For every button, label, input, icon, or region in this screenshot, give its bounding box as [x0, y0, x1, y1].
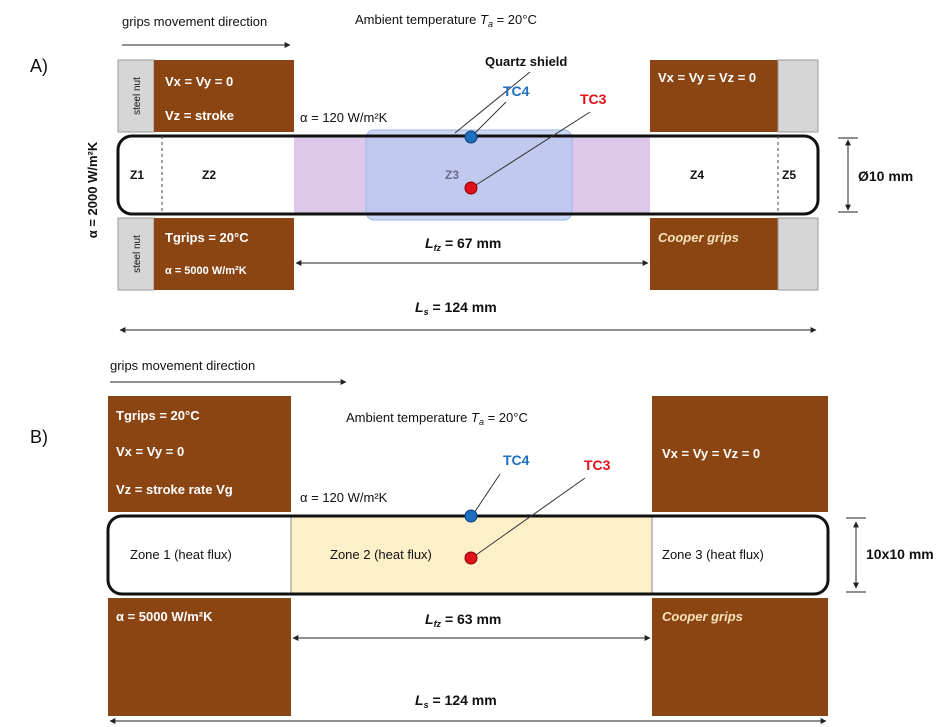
panel-a-grip-bottom-left: [154, 218, 294, 290]
panel-a-grip-tr-line1: Vx = Vy = Vz = 0: [658, 70, 756, 85]
panel-a-lfz-label: Lfz = 67 mm: [425, 235, 501, 253]
panel-a-steel-nut-bottom: [117, 217, 155, 291]
panel-a-grips-direction: grips movement direction: [122, 14, 267, 29]
panel-a-quartz-shield: [365, 129, 573, 221]
panel-b-section-label: 10x10 mm: [866, 546, 934, 562]
panel-b-grip-bottom-right: [652, 598, 828, 716]
panel-b-ls-text: = 124 mm: [429, 692, 497, 708]
panel-a-label: A): [30, 56, 48, 76]
panel-b-grip-bottom-left: [108, 598, 291, 716]
panel-a-ls-label: Ls = 124 mm: [415, 299, 497, 317]
panel-a-grip-bl-line1: Tgrips = 20°C: [165, 230, 249, 245]
panel-a-quartz-shield-label: Quartz shield: [485, 54, 567, 69]
panel-b-tc4-leader: [473, 473, 501, 514]
panel-b-grip-tr-line1: Vx = Vy = Vz = 0: [662, 446, 760, 461]
panel-b-tc3-label: TC3: [584, 457, 611, 473]
panel-a-grip-top-left: [154, 60, 294, 132]
panel-b-zone1: Zone 1 (heat flux): [130, 547, 232, 562]
panel-a-zone-z4: Z4: [690, 168, 704, 182]
panel-b-grip-bl-line1: α = 5000 W/m²K: [116, 609, 213, 624]
panel-b-lfz-label: Lfz = 63 mm: [425, 611, 501, 629]
panel-b-zone3: Zone 3 (heat flux): [662, 547, 764, 562]
panel-a-tc4-label: TC4: [503, 83, 530, 99]
panel-a-steel-nut-top-label: steel nut: [132, 77, 143, 115]
panel-b-tc3-leader: [475, 477, 586, 556]
panel-a-grip-bottom-right: [650, 218, 778, 290]
panel-b-ambient: Ambient temperature Ta = 20°C: [346, 410, 528, 427]
panel-a-steel-nut-top-right: [777, 59, 819, 133]
panel-a-grip-bl-line2: α = 5000 W/m²K: [165, 265, 247, 277]
panel-a-lfz-text: = 67 mm: [441, 235, 501, 251]
panel-b-tc3-point: [464, 551, 478, 565]
panel-b-grip-tl-line3: Vz = stroke rate Vg: [116, 482, 233, 497]
panel-a-alpha-air: α = 120 W/m²K: [300, 110, 388, 125]
panel-a-ls-text: = 124 mm: [429, 299, 497, 315]
panel-a-steel-nut-bottom-right: [777, 217, 819, 291]
panel-b-lfz-text: = 63 mm: [441, 611, 501, 627]
panel-b-grip-br-line1: Cooper grips: [662, 609, 743, 624]
panel-a-steel-nut-bottom-label: steel nut: [132, 235, 143, 273]
panel-a-grip-tl-line2: Vz = stroke: [165, 108, 234, 123]
panel-b-tc4-label: TC4: [503, 452, 530, 468]
panel-a-alpha-side: α = 2000 W/m²K: [85, 141, 100, 238]
panel-b-grip-tl-line1: Tgrips = 20°C: [116, 408, 200, 423]
panel-a-zone-z5: Z5: [782, 168, 796, 182]
panel-b-grip-top-right: [652, 396, 828, 512]
panel-a-tc4-leader: [473, 101, 507, 135]
panel-a-zone-z2: Z2: [202, 168, 216, 182]
panel-a-tc3-leader: [475, 111, 591, 186]
panel-b-tc4-point: [464, 509, 478, 523]
panel-b-ls-label: Ls = 124 mm: [415, 692, 497, 710]
panel-a-ambient: Ambient temperature Ta = 20°C: [355, 12, 537, 29]
panel-b-label: B): [30, 427, 48, 447]
panel-a-grip-br-line1: Cooper grips: [658, 230, 739, 245]
panel-b-grip-top-left: [108, 396, 291, 512]
panel-b-zone2: Zone 2 (heat flux): [330, 547, 432, 562]
panel-a-quartz-leader: [454, 71, 531, 134]
panel-a-grip-tl-line1: Vx = Vy = 0: [165, 74, 233, 89]
panel-a-grip-top-right: [650, 60, 778, 132]
panel-a-diameter-label: Ø10 mm: [858, 168, 913, 184]
panel-a-tc3-label: TC3: [580, 91, 607, 107]
panel-b-grips-direction: grips movement direction: [110, 358, 255, 373]
panel-a-zone-z3: Z3: [445, 168, 459, 182]
panel-b-alpha-air: α = 120 W/m²K: [300, 490, 388, 505]
panel-b-grip-tl-line2: Vx = Vy = 0: [116, 444, 184, 459]
panel-a-tc4-point: [464, 130, 478, 144]
panel-a-tc3-point: [464, 181, 478, 195]
panel-a-zone-z1: Z1: [130, 168, 144, 182]
